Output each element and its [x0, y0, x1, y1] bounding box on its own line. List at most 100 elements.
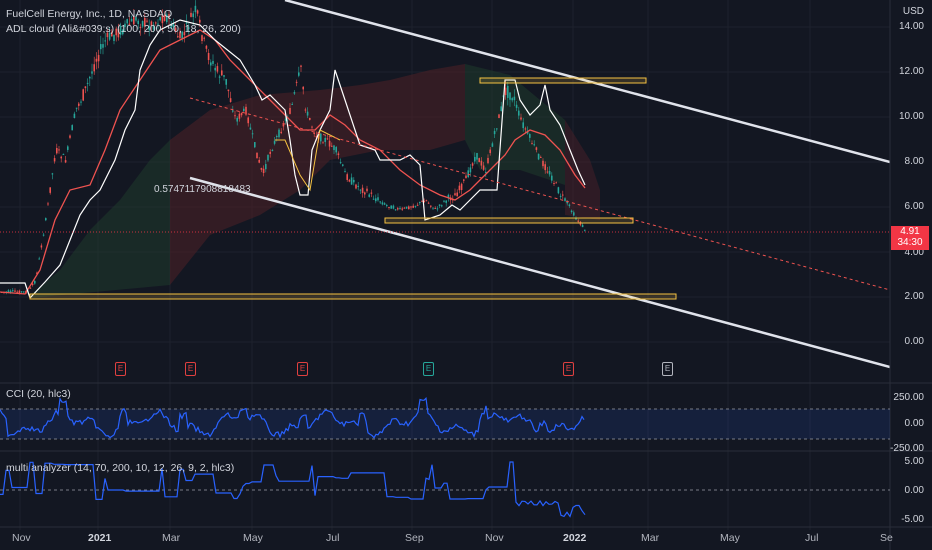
earnings-marker[interactable]: E — [297, 362, 308, 376]
cci-band — [0, 409, 890, 439]
candle-body — [518, 110, 520, 116]
candle-body — [388, 207, 390, 209]
candle-body — [480, 160, 483, 166]
candle-body — [205, 45, 208, 49]
resistance-zone — [479, 77, 647, 84]
candle-body — [322, 142, 324, 144]
earnings-marker[interactable]: E — [423, 362, 434, 376]
candle-body — [60, 156, 62, 159]
candle-body — [177, 36, 179, 38]
upper-channel-line — [284, 0, 890, 164]
lower-channel-line — [189, 176, 890, 369]
candle-body — [311, 126, 313, 128]
candle-body — [359, 189, 362, 191]
candle-body — [146, 20, 148, 22]
candle-body — [537, 153, 540, 160]
multi-analyzer-line — [0, 461, 586, 518]
candle-body — [75, 107, 78, 109]
cci-tick: 250.00 — [893, 392, 924, 403]
earnings-marker[interactable]: E — [185, 362, 196, 376]
candle-body — [489, 149, 491, 154]
candle-body — [546, 171, 549, 173]
candle-body — [465, 175, 467, 179]
candle-body — [73, 113, 76, 118]
candle-body — [251, 133, 254, 135]
candle-body — [78, 103, 80, 106]
candle-body — [568, 204, 571, 207]
candle-body — [218, 76, 221, 78]
candle-body — [566, 201, 568, 204]
candle-body — [56, 148, 58, 154]
candle-body — [284, 118, 287, 121]
candle-body — [357, 185, 359, 187]
candle-body — [254, 142, 256, 148]
white-cloud-line — [0, 19, 586, 300]
earnings-marker[interactable]: E — [115, 362, 126, 376]
cci-line — [0, 397, 585, 439]
candle-body — [529, 134, 531, 138]
candle-body — [14, 290, 16, 292]
candle-body — [240, 112, 243, 116]
earnings-marker[interactable]: E — [563, 362, 574, 376]
candle-body — [216, 66, 219, 72]
candle-body — [194, 5, 197, 13]
candle-body — [269, 151, 271, 154]
candle-body — [47, 203, 49, 205]
candle-body — [496, 128, 498, 130]
candle-body — [258, 159, 260, 163]
symbol-title[interactable]: FuelCell Energy, Inc., 1D, NASDAQ — [6, 8, 173, 20]
candle-body — [412, 205, 414, 208]
candle-body — [267, 154, 269, 161]
multi-analyzer-label[interactable]: multi analyzer (14, 70, 200, 10, 12, 26,… — [6, 462, 235, 474]
candle-body — [20, 291, 23, 293]
candle-body — [201, 35, 203, 42]
cci-tick: 0.00 — [904, 418, 924, 429]
candle-body — [62, 153, 65, 155]
low-support-zone — [29, 293, 677, 300]
candle-body — [309, 117, 311, 120]
indicator-legend[interactable]: ADL cloud (Ali&#039;s) (100, 200, 50, 18… — [6, 23, 241, 35]
candle-body — [436, 208, 439, 210]
candle-body — [260, 168, 263, 170]
candle-body — [172, 22, 175, 28]
time-label: Mar — [641, 532, 660, 544]
candle-body — [485, 171, 487, 173]
candle-body — [31, 283, 34, 286]
candle-body — [401, 208, 403, 210]
candle-body — [133, 16, 135, 25]
candle-body — [86, 82, 89, 84]
candle-body — [243, 108, 245, 112]
candle-body — [403, 207, 406, 209]
candle-body — [238, 113, 241, 119]
time-label: Sep — [405, 532, 424, 544]
candle-body — [278, 129, 280, 138]
candle-body — [9, 290, 12, 293]
candle-body — [370, 192, 373, 194]
candle-body — [126, 19, 128, 24]
candle-body — [348, 179, 351, 182]
candle-body — [555, 182, 557, 184]
cci-label[interactable]: CCI (20, hlc3) — [6, 388, 71, 400]
candle-body — [148, 26, 150, 31]
candle-body — [432, 207, 434, 209]
candle-body — [438, 204, 441, 206]
price-tick: 8.00 — [904, 156, 924, 167]
candle-body — [342, 164, 344, 166]
candle-body — [300, 65, 302, 67]
candle-body — [469, 167, 472, 173]
candle-body — [155, 22, 157, 24]
earnings-marker[interactable]: E — [662, 362, 673, 376]
candle-body — [113, 34, 115, 41]
candle-body — [463, 179, 465, 181]
candle-body — [295, 81, 298, 83]
regression-dashed-line — [189, 97, 890, 291]
candle-body — [491, 143, 494, 147]
candle-body — [91, 71, 93, 74]
time-label: Nov — [485, 532, 504, 544]
candle-body — [476, 153, 478, 160]
candle-body — [328, 140, 331, 147]
candle-body — [225, 79, 227, 85]
candle-body — [366, 188, 368, 192]
candle-body — [207, 52, 210, 61]
